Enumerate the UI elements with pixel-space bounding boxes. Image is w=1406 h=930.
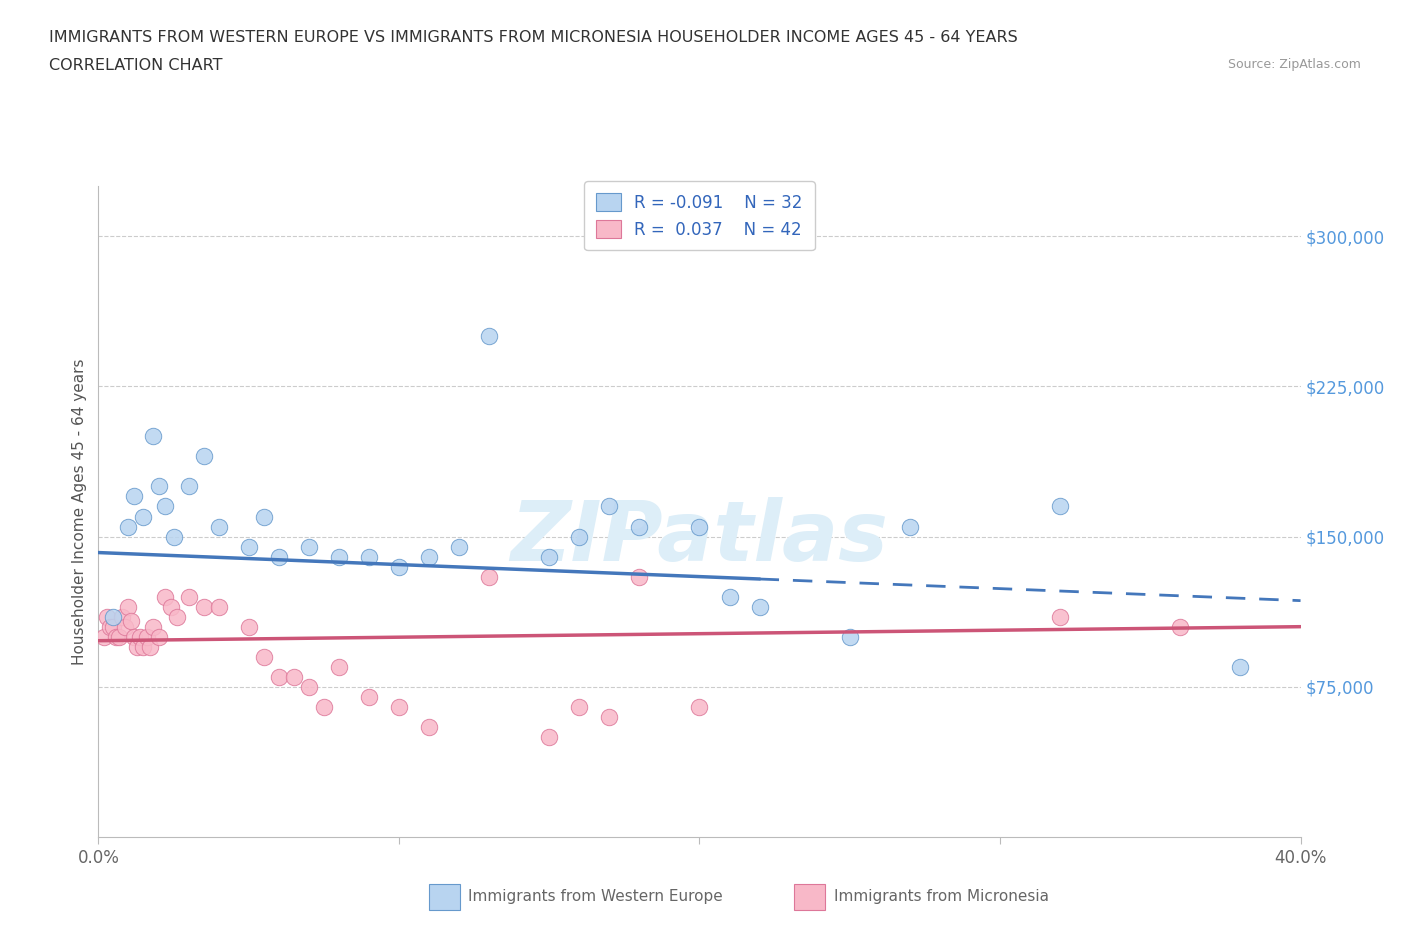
Point (447, 539, 470, 554)
Point (1049, 609, 1071, 624)
Point (238, 539, 260, 554)
Y-axis label: Householder Income Ages 45 - 64 years: Householder Income Ages 45 - 64 years (72, 358, 87, 665)
Point (538, 729, 561, 744)
Point (141, 619, 163, 634)
Point (688, 699, 710, 714)
Point (162, 529, 184, 544)
Point (193, 599, 215, 614)
Point (748, 599, 770, 614)
Point (388, 559, 411, 574)
Point (598, 499, 620, 514)
Point (177, 590, 200, 604)
Point (688, 519, 710, 534)
Point (418, 549, 440, 564)
Point (105, 630, 128, 644)
Point (103, 619, 125, 634)
Point (96, 609, 118, 624)
Point (238, 619, 260, 634)
Point (298, 539, 321, 554)
Point (357, 689, 380, 704)
Text: ZIPatlas: ZIPatlas (510, 497, 889, 578)
Point (208, 519, 231, 534)
Text: Immigrants from Micronesia: Immigrants from Micronesia (834, 889, 1049, 904)
Point (138, 639, 160, 654)
Point (132, 509, 155, 524)
Point (132, 639, 155, 654)
Point (1229, 659, 1251, 674)
Point (357, 549, 380, 564)
Point (283, 670, 305, 684)
Point (153, 499, 176, 514)
Point (117, 599, 139, 614)
Text: IMMIGRANTS FROM WESTERN EUROPE VS IMMIGRANTS FROM MICRONESIA HOUSEHOLDER INCOME : IMMIGRANTS FROM WESTERN EUROPE VS IMMIGR… (49, 30, 1018, 45)
Point (148, 630, 170, 644)
Point (121, 613, 143, 628)
Point (114, 619, 136, 634)
Point (127, 639, 149, 654)
Point (100, 619, 122, 634)
Point (193, 449, 215, 464)
Point (718, 590, 741, 604)
Legend: R = -0.091    N = 32, R =  0.037    N = 42: R = -0.091 N = 32, R = 0.037 N = 42 (585, 181, 814, 250)
Text: CORRELATION CHART: CORRELATION CHART (49, 58, 222, 73)
Point (328, 549, 350, 564)
Point (568, 699, 591, 714)
Text: Source: ZipAtlas.com: Source: ZipAtlas.com (1227, 58, 1361, 71)
Point (153, 590, 176, 604)
Point (298, 679, 321, 694)
Point (177, 479, 200, 494)
Point (312, 699, 335, 714)
Point (166, 609, 188, 624)
Point (1170, 619, 1192, 634)
Point (111, 609, 134, 624)
Point (253, 649, 276, 664)
Point (159, 599, 181, 614)
Point (253, 509, 276, 524)
Point (538, 549, 561, 564)
Point (628, 569, 651, 584)
Point (103, 609, 125, 624)
Point (117, 519, 139, 534)
Point (267, 670, 290, 684)
Point (129, 630, 152, 644)
Point (124, 489, 146, 504)
Point (148, 479, 170, 494)
Point (568, 529, 591, 544)
Point (135, 630, 157, 644)
Point (628, 519, 651, 534)
Point (93, 630, 115, 644)
Point (838, 630, 860, 644)
Point (418, 720, 440, 735)
Point (388, 699, 411, 714)
Point (124, 630, 146, 644)
Point (141, 429, 163, 444)
Point (478, 569, 501, 584)
Text: Immigrants from Western Europe: Immigrants from Western Europe (468, 889, 723, 904)
Point (108, 630, 131, 644)
Point (328, 659, 350, 674)
Point (208, 599, 231, 614)
Point (1049, 499, 1071, 514)
Point (478, 329, 501, 344)
Point (598, 710, 620, 724)
Point (898, 519, 921, 534)
Point (267, 549, 290, 564)
